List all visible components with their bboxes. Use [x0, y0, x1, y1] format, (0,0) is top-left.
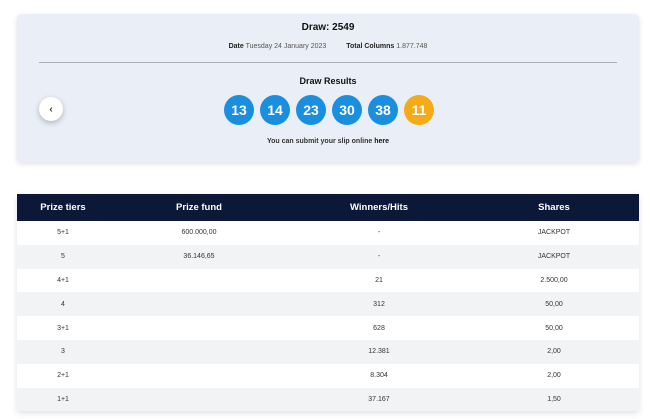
prize-fund-cell — [109, 340, 289, 364]
chevron-left-icon: ‹ — [49, 103, 53, 115]
submit-slip-label: You can submit your slip online — [266, 138, 373, 145]
prize-fund-cell — [109, 388, 289, 412]
previous-draw-button[interactable]: ‹ — [39, 97, 63, 121]
table-row: 3 12.381 2,00 — [17, 339, 639, 364]
prize-fund-cell — [109, 292, 289, 316]
number-ball: 13 — [224, 95, 254, 125]
prize-tier-cell: 5 — [61, 253, 65, 261]
draw-title: Draw: 2549 — [301, 22, 355, 33]
number-ball: 30 — [332, 95, 362, 125]
header-shares: Shares — [538, 202, 570, 213]
shares-cell: 50,00 — [545, 300, 563, 308]
prize-tier-cell: 2+1 — [57, 372, 69, 380]
winners-cell: 628 — [373, 324, 385, 332]
submit-slip-text: You can submit your slip online here — [17, 138, 639, 145]
shares-cell: 2.500,00 — [540, 276, 568, 284]
prize-fund-cell: 36.146,65 — [183, 253, 215, 261]
winners-cell: - — [377, 229, 381, 237]
prize-tier-cell: 4 — [61, 300, 65, 308]
prize-table: Prize tiers Prize fund Winners/Hits Shar… — [17, 194, 639, 412]
header-prize-fund: Prize fund — [176, 202, 222, 213]
prize-tier-cell: 5+1 — [57, 229, 69, 237]
prize-tier-cell: 4+1 — [57, 276, 69, 284]
submit-slip-link[interactable]: here — [374, 138, 390, 145]
shares-cell: 1,50 — [547, 395, 561, 403]
table-row: 3+1 628 50,00 — [17, 316, 639, 340]
draw-card: Draw: 2549 Date Tuesday 24 January 2023 … — [17, 14, 639, 162]
draw-meta: Date Tuesday 24 January 2023 Total Colum… — [17, 43, 639, 50]
shares-cell: 2,00 — [547, 348, 561, 356]
table-header-row: Prize tiers Prize fund Winners/Hits Shar… — [17, 194, 639, 221]
table-row: 2+1 8.304 2,00 — [17, 363, 639, 388]
shares-cell: 2,00 — [547, 372, 561, 380]
total-columns-label: Total Columns — [346, 43, 395, 50]
prize-tier-cell: 3 — [61, 348, 65, 356]
table-row: 4 312 50,00 — [17, 292, 639, 317]
winners-cell: 37.167 — [368, 395, 390, 403]
winners-cell: 312 — [373, 300, 385, 308]
shares-cell: JACKPOT — [537, 253, 571, 261]
date-value: Tuesday 24 January 2023 — [245, 43, 327, 50]
winners-cell: 21 — [375, 276, 383, 284]
date-label: Date — [228, 43, 244, 50]
header-winners-hits: Winners/Hits — [350, 202, 408, 213]
number-ball: 14 — [260, 95, 290, 125]
bonus-number-ball: 11 — [404, 95, 434, 125]
table-row: 5 36.146,65 - JACKPOT — [17, 244, 639, 269]
draw-results-title: Draw Results — [299, 76, 357, 86]
table-row: 1+1 37.167 1,50 — [17, 387, 639, 412]
winners-cell: - — [377, 253, 381, 261]
number-ball: 23 — [296, 95, 326, 125]
table-row: 4+1 21 2.500,00 — [17, 268, 639, 293]
draw-numbers: 13 14 23 30 38 11 — [224, 95, 434, 125]
prize-tier-cell: 1+1 — [57, 395, 69, 403]
prize-tier-cell: 3+1 — [57, 324, 69, 332]
total-columns-value: 1.877.748 — [396, 43, 428, 50]
prize-fund-cell — [109, 316, 289, 340]
table-row: 5+1 600.000,00 - JACKPOT — [17, 221, 639, 245]
prize-fund-cell — [109, 269, 289, 293]
shares-cell: JACKPOT — [537, 229, 571, 237]
winners-cell: 12.381 — [368, 348, 390, 356]
number-ball: 38 — [368, 95, 398, 125]
shares-cell: 50,00 — [545, 324, 563, 332]
winners-cell: 8.304 — [370, 372, 388, 380]
divider — [39, 62, 617, 63]
header-prize-tiers: Prize tiers — [40, 202, 86, 213]
prize-fund-cell: 600.000,00 — [181, 229, 217, 237]
prize-fund-cell — [109, 364, 289, 388]
